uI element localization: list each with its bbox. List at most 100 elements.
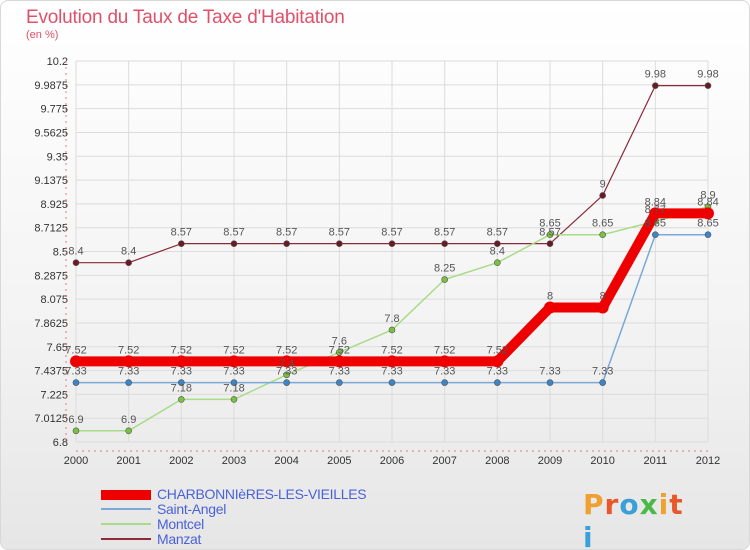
series-0-data-label: 8 — [547, 291, 553, 303]
series-1-point — [652, 231, 659, 238]
series-1-data-label: 7.33 — [434, 366, 455, 378]
series-1-point — [494, 379, 501, 386]
legend-label-manzat: Manzat — [157, 531, 202, 547]
y-tick-label: 9.1375 — [34, 175, 68, 187]
series-1-point — [441, 379, 448, 386]
logo-letter: o — [619, 488, 640, 521]
y-tick-label: 6.8 — [53, 437, 68, 449]
y-tick-label: 7.4375 — [34, 366, 68, 378]
legend-swatch-saint-angel — [101, 508, 151, 510]
series-3-data-label: 8.57 — [487, 227, 508, 239]
series-3-point — [546, 240, 554, 247]
series-0-point — [596, 301, 609, 314]
series-2-data-label: 7.8 — [384, 313, 399, 325]
series-0-data-label: 7.52 — [329, 344, 350, 356]
series-0-data-label: 7.52 — [381, 344, 402, 356]
series-2-data-label: 8.9 — [700, 190, 715, 202]
series-0-point — [122, 355, 135, 368]
series-2-data-label: 8.4 — [490, 246, 505, 258]
legend-swatch-charbonnieres — [101, 490, 151, 500]
series-2-data-label: 6.9 — [121, 414, 136, 426]
series-1-point — [72, 379, 80, 386]
series-1-data-label: 7.33 — [539, 366, 560, 378]
y-tick-label: 7.8625 — [34, 318, 68, 330]
series-3-data-label: 9 — [600, 178, 606, 190]
series-1-data-label: 7.33 — [65, 366, 86, 378]
series-0-point — [70, 355, 82, 368]
series-0-data-label: 7.52 — [434, 344, 455, 356]
series-1-point — [283, 379, 290, 386]
series-3-point — [336, 240, 343, 247]
series-1-data-label: 7.33 — [223, 366, 244, 378]
series-0-data-label: 8 — [600, 291, 606, 303]
x-tick-label: 2011 — [644, 455, 668, 467]
series-0-point — [175, 355, 188, 368]
series-2-data-label: 7.18 — [171, 382, 192, 394]
series-1-data-label: 8.65 — [645, 218, 666, 230]
series-0-point — [544, 301, 556, 314]
series-3-data-label: 8.57 — [329, 227, 350, 239]
series-2-data-label: 8.77 — [645, 204, 666, 216]
y-tick-label: 7.225 — [40, 389, 68, 401]
series-3-point — [125, 259, 132, 267]
series-3-data-label: 8.57 — [171, 227, 192, 239]
series-0-data-label: 7.52 — [223, 344, 244, 356]
series-1-point — [546, 379, 554, 386]
series-0-point — [438, 355, 451, 368]
x-tick-label: 2003 — [222, 455, 246, 467]
series-3-data-label: 8.57 — [223, 227, 244, 239]
series-3-data-label: 9.98 — [645, 69, 666, 81]
series-1-data-label: 7.33 — [276, 366, 297, 378]
series-3-point — [441, 240, 448, 247]
legend-swatch-manzat — [101, 538, 151, 540]
series-3-data-label: 9.98 — [697, 69, 718, 81]
series-2-point — [494, 259, 501, 267]
y-tick-label: 8.7125 — [34, 223, 68, 235]
series-0-data-label: 8.84 — [645, 196, 666, 208]
series-0-data-label: 7.52 — [276, 344, 297, 356]
y-tick-label: 9.35 — [47, 151, 68, 163]
x-tick-label: 2002 — [169, 455, 193, 467]
series-3-data-label: 8.57 — [434, 227, 455, 239]
series-0-point — [386, 355, 398, 368]
series-2-point — [178, 396, 185, 403]
series-0-data-label: 7.52 — [171, 344, 192, 356]
y-tick-label: 9.9875 — [34, 80, 68, 92]
logo-letter: x — [639, 488, 659, 521]
x-tick-label: 2001 — [116, 455, 140, 467]
series-2-data-label: 8.65 — [592, 218, 613, 230]
series-3-data-label: 8.57 — [381, 227, 402, 239]
y-tick-label: 7.0125 — [34, 413, 68, 425]
series-layer — [70, 82, 714, 435]
y-tick-label: 8.2875 — [34, 270, 68, 282]
proxiti-logo: Proxiti — [583, 488, 693, 549]
y-tick-label: 9.5625 — [34, 127, 68, 139]
logo-letter: t — [669, 488, 684, 521]
series-1-data-label: 7.33 — [118, 366, 139, 378]
series-1-point — [230, 379, 238, 386]
legend-label-charbonnieres: CHARBONNIèRES-LES-VIEILLES — [157, 486, 367, 502]
chart-title: Evolution du Taux de Taxe d'Habitation — [26, 7, 345, 28]
series-0-point — [649, 207, 662, 220]
x-tick-label: 2010 — [590, 455, 614, 467]
series-2-data-label: 7.4 — [279, 358, 294, 370]
series-2-data-label: 7.18 — [223, 382, 244, 394]
series-3-point — [599, 192, 606, 199]
series-1-data-label: 7.33 — [381, 366, 402, 378]
logo-letter: i — [583, 521, 594, 550]
series-1-point — [704, 231, 712, 238]
series-1-point — [388, 379, 396, 386]
y-tick-label: 8.5 — [53, 247, 68, 259]
series-3-data-label: 8.57 — [539, 227, 560, 239]
series-0-data-label: 7.52 — [487, 344, 508, 356]
series-3-point — [388, 240, 396, 247]
series-1-point — [599, 379, 606, 386]
series-0-point — [280, 355, 293, 368]
series-3-point — [230, 240, 238, 247]
x-tick-label: 2009 — [538, 455, 562, 467]
series-1-data-label: 8.65 — [697, 218, 718, 230]
series-1-point — [178, 379, 185, 386]
axis-layer: 6.8 7.0125 7.225 7.4375 7.65 7.8625 8.075 8.287… — [34, 56, 720, 467]
